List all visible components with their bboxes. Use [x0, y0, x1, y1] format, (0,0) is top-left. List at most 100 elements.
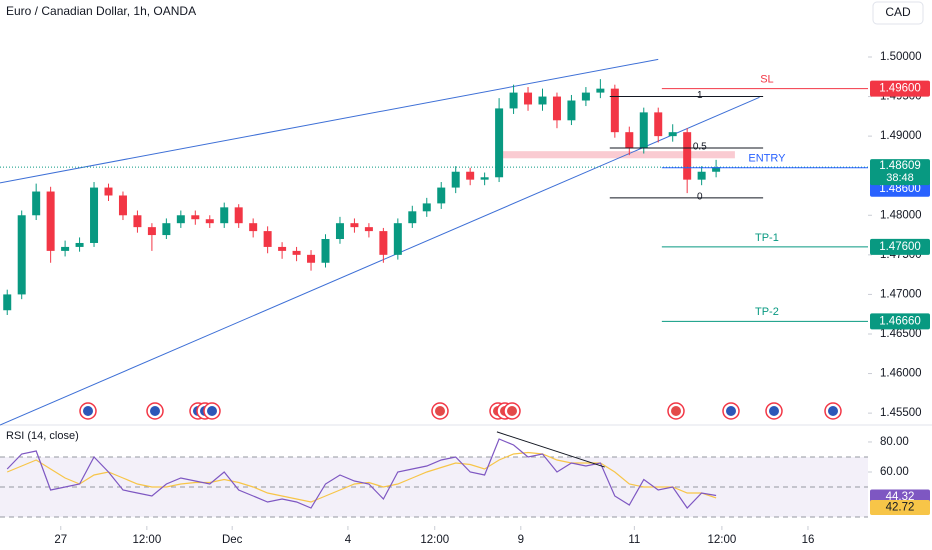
candle-body	[335, 223, 344, 240]
event-flag	[671, 406, 681, 416]
x-tick-label: 27	[54, 534, 67, 546]
fib-label: 0.5	[693, 142, 707, 153]
candle-body	[668, 132, 677, 137]
candle-body	[263, 231, 272, 247]
trendline	[0, 96, 760, 426]
y-tick-label: 1.49000	[880, 130, 922, 142]
candle-body	[567, 100, 576, 121]
candle-body	[350, 223, 359, 228]
event-flag	[507, 406, 517, 416]
candle-body	[712, 167, 721, 172]
y-tick-label: 1.48000	[880, 209, 922, 221]
zone	[499, 151, 735, 159]
candle-body	[147, 227, 156, 236]
trendline	[0, 58, 659, 184]
candle-body	[292, 250, 301, 255]
rsi-y-tick-label: 80.00	[880, 436, 909, 448]
event-flag	[207, 406, 217, 416]
event-flag	[435, 406, 445, 416]
candle-body	[581, 92, 590, 101]
event-flag	[828, 406, 838, 416]
candle-body	[32, 191, 41, 216]
x-tick-label: 9	[518, 534, 524, 546]
candle-body	[61, 246, 70, 251]
x-tick-label: 16	[802, 534, 815, 546]
candle-body	[552, 96, 561, 121]
y-tick-label: 1.45500	[880, 407, 922, 419]
countdown: 38:48	[886, 172, 914, 184]
level-price: 1.46660	[879, 315, 921, 327]
candle-body	[118, 195, 127, 216]
rsi-title: RSI (14, close)	[6, 430, 79, 442]
level-price-box	[870, 238, 930, 255]
candle-body	[451, 171, 460, 188]
candle-body	[639, 112, 648, 148]
candle-body	[379, 231, 388, 255]
candle-body	[422, 203, 431, 212]
candle-body	[321, 239, 330, 263]
level-price: 1.48600	[879, 183, 921, 195]
x-tick-label: 4	[345, 534, 352, 546]
candle-body	[654, 112, 663, 137]
x-tick-label: 12:00	[707, 534, 736, 546]
chart-title: Euro / Canadian Dollar, 1h, OANDA	[6, 4, 196, 18]
candle-body	[408, 211, 417, 224]
candle-body	[596, 88, 605, 93]
level-name: TP-2	[755, 306, 779, 318]
candle-body	[278, 246, 287, 251]
rsi-signal-box	[870, 499, 930, 515]
fib-label: 0	[697, 191, 703, 202]
candle-body	[205, 219, 214, 224]
x-tick-label: Dec	[222, 534, 243, 546]
candle-body	[234, 207, 243, 224]
candle-body	[393, 223, 402, 255]
candle-body	[162, 223, 171, 236]
fib-label: 1	[697, 90, 703, 101]
level-name: TP-1	[755, 232, 779, 244]
candle-body	[46, 191, 55, 251]
candle-body	[480, 177, 489, 180]
candle-body	[17, 215, 26, 295]
candle-body	[75, 242, 84, 247]
level-price-box	[870, 313, 930, 330]
candle-body	[191, 215, 200, 220]
candle-body	[697, 171, 706, 180]
level-price: 1.47600	[879, 241, 921, 253]
level-name: SL	[760, 74, 773, 86]
event-flag	[150, 406, 160, 416]
candle-body	[307, 254, 316, 263]
level-price-box	[870, 80, 930, 97]
price-box	[870, 159, 930, 186]
price-label: 1.48609	[879, 160, 921, 172]
candle-body	[364, 227, 373, 232]
candle-body	[495, 108, 504, 178]
event-flag	[726, 406, 736, 416]
candle-body	[610, 88, 619, 133]
event-flag	[769, 406, 779, 416]
x-tick-label: 12:00	[420, 534, 449, 546]
rsi-trendline	[496, 431, 605, 468]
level-name: ENTRY	[748, 153, 786, 165]
candle-body	[249, 223, 258, 232]
y-tick-label: 1.46000	[880, 368, 922, 380]
candle-body	[466, 171, 475, 180]
candle-body	[625, 132, 634, 148]
candle-body	[437, 187, 446, 204]
candle-body	[133, 215, 142, 228]
candle-body	[104, 187, 113, 196]
x-tick-label: 11	[628, 534, 640, 546]
y-tick-label: 1.47000	[880, 288, 922, 300]
currency-button[interactable]	[872, 1, 924, 25]
currency[interactable]: CAD	[885, 5, 911, 19]
x-tick-label: 12:00	[132, 534, 161, 546]
rsi-signal-value: 42.72	[886, 501, 915, 513]
event-flag	[83, 406, 93, 416]
candle-body	[538, 96, 547, 105]
candle-body	[90, 187, 99, 243]
candle-body	[683, 132, 692, 180]
candle-body	[220, 207, 229, 224]
y-tick-label: 1.50000	[880, 51, 922, 63]
level-price: 1.49600	[879, 83, 921, 95]
